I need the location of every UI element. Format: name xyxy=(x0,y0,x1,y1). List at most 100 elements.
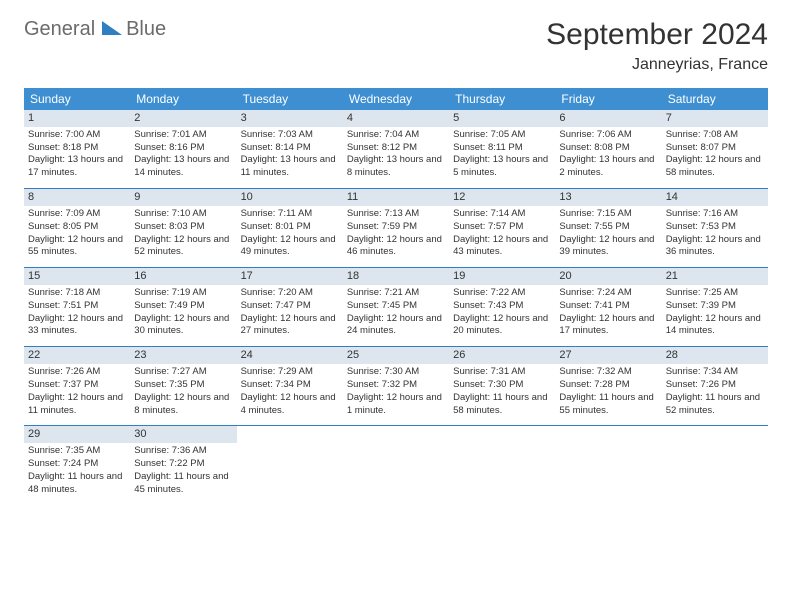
sunrise-text: Sunrise: 7:03 AM xyxy=(241,129,339,142)
daylight-text: Daylight: 13 hours and 17 minutes. xyxy=(28,154,126,180)
day-number: 26 xyxy=(449,347,555,364)
daylight-text: Daylight: 13 hours and 8 minutes. xyxy=(347,154,445,180)
sunset-text: Sunset: 7:39 PM xyxy=(666,300,764,313)
day-number: 10 xyxy=(237,189,343,206)
daylight-text: Daylight: 13 hours and 5 minutes. xyxy=(453,154,551,180)
sunset-text: Sunset: 8:14 PM xyxy=(241,142,339,155)
day-number: 7 xyxy=(662,110,768,127)
day-number: 17 xyxy=(237,268,343,285)
daylight-text: Daylight: 11 hours and 55 minutes. xyxy=(559,392,657,418)
calendar-row: 22Sunrise: 7:26 AMSunset: 7:37 PMDayligh… xyxy=(24,347,768,426)
weekday-header: Monday xyxy=(130,88,236,110)
sunset-text: Sunset: 7:51 PM xyxy=(28,300,126,313)
sunrise-text: Sunrise: 7:31 AM xyxy=(453,366,551,379)
calendar-cell: . xyxy=(449,426,555,505)
daylight-text: Daylight: 12 hours and 46 minutes. xyxy=(347,234,445,260)
calendar-cell: 9Sunrise: 7:10 AMSunset: 8:03 PMDaylight… xyxy=(130,189,236,268)
sunset-text: Sunset: 8:07 PM xyxy=(666,142,764,155)
daylight-text: Daylight: 12 hours and 58 minutes. xyxy=(666,154,764,180)
calendar-cell: 5Sunrise: 7:05 AMSunset: 8:11 PMDaylight… xyxy=(449,110,555,189)
day-number: 18 xyxy=(343,268,449,285)
calendar-cell: . xyxy=(662,426,768,505)
daylight-text: Daylight: 12 hours and 24 minutes. xyxy=(347,313,445,339)
daylight-text: Daylight: 11 hours and 52 minutes. xyxy=(666,392,764,418)
calendar-cell: 8Sunrise: 7:09 AMSunset: 8:05 PMDaylight… xyxy=(24,189,130,268)
calendar-cell: 11Sunrise: 7:13 AMSunset: 7:59 PMDayligh… xyxy=(343,189,449,268)
sunset-text: Sunset: 7:26 PM xyxy=(666,379,764,392)
sunrise-text: Sunrise: 7:21 AM xyxy=(347,287,445,300)
brand-part2: Blue xyxy=(126,18,166,40)
calendar-cell: 29Sunrise: 7:35 AMSunset: 7:24 PMDayligh… xyxy=(24,426,130,505)
daylight-text: Daylight: 12 hours and 43 minutes. xyxy=(453,234,551,260)
sunrise-text: Sunrise: 7:24 AM xyxy=(559,287,657,300)
calendar-cell: 2 Sunrise: 7:01 AMSunset: 8:16 PMDaylight… xyxy=(130,110,236,189)
sunset-text: Sunset: 7:37 PM xyxy=(28,379,126,392)
sunrise-text: Sunrise: 7:29 AM xyxy=(241,366,339,379)
calendar-cell: 6Sunrise: 7:06 AMSunset: 8:08 PMDaylight… xyxy=(555,110,661,189)
page-title: September 2024 xyxy=(546,18,768,52)
calendar-row: 29Sunrise: 7:35 AMSunset: 7:24 PMDayligh… xyxy=(24,426,768,505)
day-number: 13 xyxy=(555,189,661,206)
day-number: 15 xyxy=(24,268,130,285)
daylight-text: Daylight: 12 hours and 1 minute. xyxy=(347,392,445,418)
calendar-cell: 1Sunrise: 7:00 AMSunset: 8:18 PMDaylight… xyxy=(24,110,130,189)
brand-part1: General xyxy=(24,18,95,40)
daylight-text: Daylight: 11 hours and 48 minutes. xyxy=(28,471,126,497)
day-number: 11 xyxy=(343,189,449,206)
daylight-text: Daylight: 13 hours and 14 minutes. xyxy=(134,154,232,180)
day-number: 28 xyxy=(662,347,768,364)
location: Janneyrias, France xyxy=(546,56,768,74)
sunrise-text: Sunrise: 7:10 AM xyxy=(134,208,232,221)
day-number: 14 xyxy=(662,189,768,206)
calendar-cell: 24Sunrise: 7:29 AMSunset: 7:34 PMDayligh… xyxy=(237,347,343,426)
sunrise-text: Sunrise: 7:16 AM xyxy=(666,208,764,221)
daylight-text: Daylight: 12 hours and 52 minutes. xyxy=(134,234,232,260)
weekday-header: Saturday xyxy=(662,88,768,110)
sunset-text: Sunset: 7:49 PM xyxy=(134,300,232,313)
sunrise-text: Sunrise: 7:27 AM xyxy=(134,366,232,379)
sunset-text: Sunset: 7:55 PM xyxy=(559,221,657,234)
sunset-text: Sunset: 8:16 PM xyxy=(134,142,232,155)
day-number: 6 xyxy=(555,110,661,127)
sunrise-text: Sunrise: 7:34 AM xyxy=(666,366,764,379)
sunrise-text: Sunrise: 7:01 AM xyxy=(134,129,232,142)
weekday-header: Thursday xyxy=(449,88,555,110)
sunset-text: Sunset: 7:34 PM xyxy=(241,379,339,392)
daylight-text: Daylight: 12 hours and 55 minutes. xyxy=(28,234,126,260)
day-number: 23 xyxy=(130,347,236,364)
sunrise-text: Sunrise: 7:36 AM xyxy=(134,445,232,458)
day-number: 3 xyxy=(237,110,343,127)
sunrise-text: Sunrise: 7:14 AM xyxy=(453,208,551,221)
calendar-table: Sunday Monday Tuesday Wednesday Thursday… xyxy=(24,88,768,504)
day-number: 29 xyxy=(24,426,130,443)
sunset-text: Sunset: 7:43 PM xyxy=(453,300,551,313)
calendar-cell: 12Sunrise: 7:14 AMSunset: 7:57 PMDayligh… xyxy=(449,189,555,268)
calendar-cell: 22Sunrise: 7:26 AMSunset: 7:37 PMDayligh… xyxy=(24,347,130,426)
calendar-cell: 14 Sunrise: 7:16 AMSunset: 7:53 PMDayligh… xyxy=(662,189,768,268)
calendar-cell: 21Sunrise: 7:25 AMSunset: 7:39 PMDayligh… xyxy=(662,268,768,347)
calendar-cell: 3Sunrise: 7:03 AMSunset: 8:14 PMDaylight… xyxy=(237,110,343,189)
weekday-header: Tuesday xyxy=(237,88,343,110)
daylight-text: Daylight: 11 hours and 45 minutes. xyxy=(134,471,232,497)
calendar-cell: . xyxy=(343,426,449,505)
calendar-cell: 30Sunrise: 7:36 AMSunset: 7:22 PMDayligh… xyxy=(130,426,236,505)
sunset-text: Sunset: 7:28 PM xyxy=(559,379,657,392)
calendar-row: 8Sunrise: 7:09 AMSunset: 8:05 PMDaylight… xyxy=(24,189,768,268)
day-number: 21 xyxy=(662,268,768,285)
sunset-text: Sunset: 8:03 PM xyxy=(134,221,232,234)
day-number: 2 xyxy=(130,110,236,127)
calendar-cell: 7Sunrise: 7:08 AMSunset: 8:07 PMDaylight… xyxy=(662,110,768,189)
calendar-cell: 18Sunrise: 7:21 AMSunset: 7:45 PMDayligh… xyxy=(343,268,449,347)
sunset-text: Sunset: 7:41 PM xyxy=(559,300,657,313)
sunrise-text: Sunrise: 7:25 AM xyxy=(666,287,764,300)
calendar-cell: 26Sunrise: 7:31 AMSunset: 7:30 PMDayligh… xyxy=(449,347,555,426)
daylight-text: Daylight: 12 hours and 36 minutes. xyxy=(666,234,764,260)
sunset-text: Sunset: 7:57 PM xyxy=(453,221,551,234)
day-number: 27 xyxy=(555,347,661,364)
daylight-text: Daylight: 12 hours and 39 minutes. xyxy=(559,234,657,260)
daylight-text: Daylight: 12 hours and 11 minutes. xyxy=(28,392,126,418)
sunrise-text: Sunrise: 7:26 AM xyxy=(28,366,126,379)
sunset-text: Sunset: 7:53 PM xyxy=(666,221,764,234)
calendar-row: 15Sunrise: 7:18 AMSunset: 7:51 PMDayligh… xyxy=(24,268,768,347)
sunrise-text: Sunrise: 7:13 AM xyxy=(347,208,445,221)
